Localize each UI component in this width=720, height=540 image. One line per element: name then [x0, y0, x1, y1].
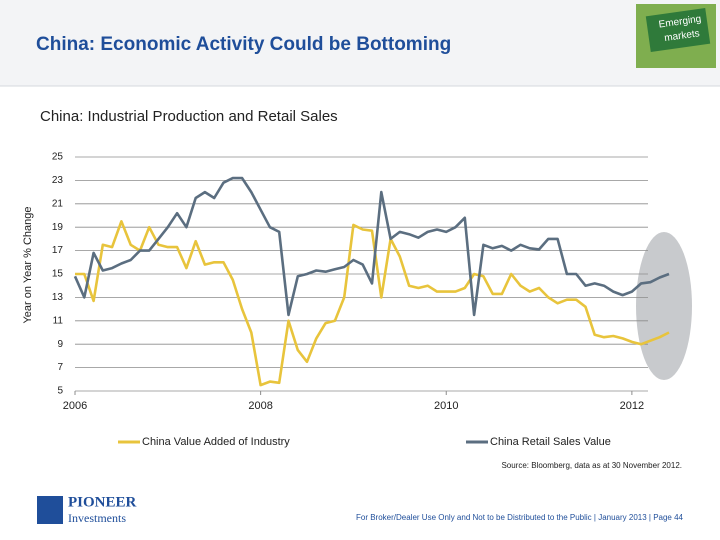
y-tick-label: 9	[57, 339, 63, 350]
y-tick-label: 5	[57, 386, 63, 397]
series-line	[73, 176, 670, 317]
source-note: Source: Bloomberg, data as at 30 Novembe…	[501, 461, 682, 470]
badge-text: markets	[664, 28, 701, 44]
header-band	[0, 0, 720, 86]
legend-label: China Retail Sales Value	[490, 436, 611, 448]
chart-title: China: Industrial Production and Retail …	[40, 108, 338, 125]
y-tick-label: 23	[52, 175, 64, 186]
y-tick-label: 7	[57, 362, 63, 373]
logo-text: Investments	[68, 511, 126, 525]
series-line	[75, 220, 670, 387]
x-tick-label: 2012	[620, 400, 644, 412]
y-tick-label: 21	[52, 198, 64, 209]
x-tick-label: 2006	[63, 400, 87, 412]
x-tick-label: 2010	[434, 400, 458, 412]
y-tick-label: 13	[52, 292, 64, 303]
y-tick-label: 19	[52, 222, 64, 233]
legend: China Value Added of Industry China Retai…	[118, 436, 611, 448]
slide-title: China: Economic Activity Could be Bottom…	[36, 34, 451, 55]
y-tick-label: 25	[52, 152, 64, 163]
footer: For Broker/Dealer Use Only and Not to be…	[356, 513, 684, 522]
y-tick-label: 17	[52, 245, 64, 256]
badge-sign	[645, 7, 711, 53]
logo-text: PIONEER	[68, 494, 137, 510]
logo-mark	[37, 496, 63, 524]
y-axis-label: Year on Year % Change	[22, 206, 34, 323]
legend-label: China Value Added of Industry	[142, 436, 290, 448]
badge: Emerging markets	[636, 4, 716, 68]
logo: PIONEER Investments	[37, 494, 137, 525]
highlight	[636, 232, 692, 380]
y-tick-label: 15	[52, 269, 64, 280]
x-tick-label: 2008	[248, 400, 272, 412]
plot: 5 7 9 11 13 15 17 19 21 23 25 2006 2008 2010 2012	[52, 152, 670, 412]
y-tick-label: 11	[53, 315, 64, 326]
